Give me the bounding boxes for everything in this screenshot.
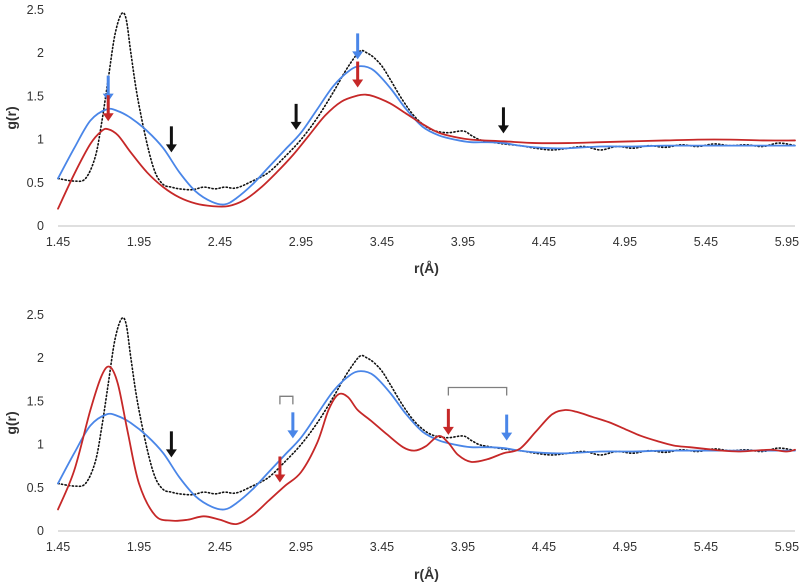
arrow-head bbox=[497, 125, 509, 134]
y-tick-label: 2.5 bbox=[27, 308, 44, 322]
x-tick-label: 2.95 bbox=[289, 540, 313, 554]
y-tick-label: 2 bbox=[37, 351, 44, 365]
y-tick-label: 0 bbox=[37, 219, 44, 233]
arrow-head bbox=[165, 144, 177, 153]
arrow-marker-red bbox=[442, 408, 454, 435]
x-tick-label: 4.95 bbox=[613, 540, 637, 554]
x-tick-label: 3.45 bbox=[370, 540, 394, 554]
y-tick-label: 0.5 bbox=[27, 481, 44, 495]
y-axis-title: g(r) bbox=[3, 411, 19, 434]
bracket bbox=[279, 395, 294, 405]
x-tick-label: 4.95 bbox=[613, 235, 637, 249]
arrow-head bbox=[290, 121, 302, 130]
bracket bbox=[447, 386, 508, 396]
arrow-head bbox=[501, 432, 513, 441]
y-tick-label: 0 bbox=[37, 524, 44, 538]
x-tick-label: 5.45 bbox=[694, 540, 718, 554]
y-tick-label: 1.5 bbox=[27, 89, 44, 103]
arrow-head bbox=[274, 474, 286, 483]
chart-panel-2: 0 0.5 1 1.5 2 2.5 1.45 1.95 2.45 2.95 3.45 3.95 4.45… bbox=[3, 308, 799, 582]
x-tick-label: 2.95 bbox=[289, 235, 313, 249]
series-line-dotted bbox=[57, 316, 796, 496]
y-tick-label: 2 bbox=[37, 46, 44, 60]
y-axis-title: g(r) bbox=[3, 106, 19, 129]
x-tick-label: 5.45 bbox=[694, 235, 718, 249]
series-line-dotted bbox=[57, 11, 796, 191]
x-tick-label: 5.95 bbox=[775, 540, 799, 554]
x-tick-label: 1.45 bbox=[46, 540, 70, 554]
arrow-marker-black bbox=[165, 431, 177, 458]
x-tick-label: 3.95 bbox=[451, 235, 475, 249]
arrow-marker-black bbox=[165, 126, 177, 153]
x-tick-label: 1.95 bbox=[127, 540, 151, 554]
y-tick-label: 1 bbox=[37, 438, 44, 452]
x-tick-label: 1.45 bbox=[46, 235, 70, 249]
series-line-blue bbox=[57, 65, 796, 206]
arrow-marker-red bbox=[102, 95, 114, 122]
x-axis-title: r(Å) bbox=[414, 566, 439, 582]
x-tick-label: 2.45 bbox=[208, 235, 232, 249]
arrow-head bbox=[287, 430, 299, 439]
arrow-marker-black bbox=[290, 103, 302, 130]
arrow-marker-red bbox=[352, 61, 364, 88]
x-tick-label: 4.45 bbox=[532, 235, 556, 249]
arrow-marker-black bbox=[497, 107, 509, 134]
arrow-head bbox=[352, 79, 364, 88]
arrow-marker-blue bbox=[501, 414, 513, 441]
series-line-red bbox=[57, 365, 796, 526]
arrow-marker-red bbox=[274, 456, 286, 483]
y-tick-label: 1.5 bbox=[27, 394, 44, 408]
x-axis-title: r(Å) bbox=[414, 260, 439, 276]
series-line-red bbox=[57, 93, 796, 210]
series-line-blue bbox=[57, 370, 796, 511]
arrow-head bbox=[102, 113, 114, 122]
y-tick-label: 1 bbox=[37, 133, 44, 147]
x-tick-label: 1.95 bbox=[127, 235, 151, 249]
x-tick-label: 3.95 bbox=[451, 540, 475, 554]
x-tick-label: 4.45 bbox=[532, 540, 556, 554]
arrow-head bbox=[352, 51, 364, 60]
y-tick-label: 2.5 bbox=[27, 3, 44, 17]
arrow-marker-blue bbox=[287, 412, 299, 439]
arrow-head bbox=[165, 449, 177, 458]
x-tick-label: 2.45 bbox=[208, 540, 232, 554]
chart-panel-1: 0 0.5 1 1.5 2 2.5 1.45 1.95 2.45 2.95 3.45 3.95 4.45… bbox=[3, 3, 799, 276]
x-tick-label: 5.95 bbox=[775, 235, 799, 249]
x-tick-label: 3.45 bbox=[370, 235, 394, 249]
arrow-head bbox=[442, 426, 454, 435]
y-tick-label: 0.5 bbox=[27, 176, 44, 190]
arrow-marker-blue bbox=[352, 33, 364, 60]
